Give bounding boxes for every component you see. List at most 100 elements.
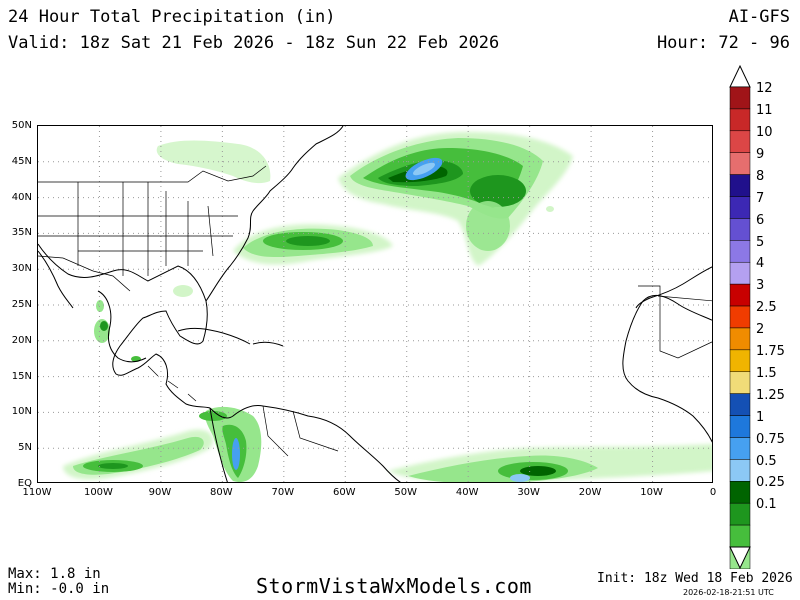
precip-area-costa-rica [199,411,227,421]
latitude-label: EQ [17,478,32,489]
precip-area-mexico-c [96,300,104,312]
precip-area-east-lobe [470,175,526,207]
border-central-america [147,365,197,402]
colorbar-swatch [729,349,751,373]
colorbar-swatch [729,130,751,153]
longitude-label: 100W [83,487,113,498]
colorbar-swatch [729,481,751,504]
longitude-label: 60W [332,487,356,498]
precip-area-florida [173,285,193,297]
colorbar-swatch [729,283,751,307]
coast-gulf-mexico [97,290,147,363]
border-africa-a [638,285,712,359]
latitude-label: 10N [11,406,32,418]
border-us-mexico [38,255,131,292]
border-africa-b [657,295,712,302]
colorbar-swatch [729,152,751,175]
border-us-states-a [77,182,214,276]
precip-max-atlantic-itcz [510,474,530,482]
colorbar-label: 5 [756,234,765,250]
colorbar-swatch [729,393,751,416]
latitude-label: 15N [11,370,32,382]
colorbar-swatch [729,305,751,329]
latitude-label: 30N [11,263,32,275]
colorbar-swatch [729,327,751,351]
colorbar-swatch [729,174,751,197]
colorbar-label: 1.5 [756,365,777,381]
precip-area-bermuda [546,206,554,212]
colorbar-swatch [729,459,751,482]
colorbar-swatch [729,108,751,132]
colorbar-label: 0.1 [756,497,777,513]
precip-area-atlantic-itcz-core [520,466,556,476]
colorbar-swatch [729,261,751,285]
latitude-label: 35N [11,227,32,239]
colorbar-swatch [729,196,751,219]
coast-south-america-west [209,407,228,482]
precip-max-colombia [232,438,240,470]
latitude-label: 20N [11,334,32,346]
longitude-label: 50W [394,487,418,498]
latitude-label: 25N [11,299,32,310]
precip-area-atlantic-patch [466,201,510,251]
coast-northwest-africa [635,266,712,309]
valid-period: Valid: 18z Sat 21 Feb 2026 - 18z Sun 22 … [8,33,500,53]
longitude-label: 10W [640,487,663,498]
latitude-label: 45N [11,155,32,167]
coast-cuba [177,327,251,345]
colorbar-label: 9 [756,146,765,162]
colorbar-label: 3 [756,278,765,294]
init-time: Init: 18z Wed 18 Feb 2026 [597,571,793,586]
colorbar-swatch [729,371,751,394]
precip-max-north-atlantic-inner [412,162,436,176]
coast-hispaniola [252,341,284,347]
political-borders [38,165,712,457]
coast-africa [622,294,712,443]
colorbar-label: 10 [756,125,773,140]
coast-north-america [38,243,211,409]
longitude-label: 110W [22,487,52,498]
colorbar-swatch [729,86,751,110]
colorbar-label: 1.75 [756,344,785,360]
coastlines [38,126,712,482]
latitude-label: 5N [18,442,32,454]
colorbar-label: 8 [756,168,765,184]
model-name: AI-GFS [728,7,790,27]
colorbar-swatch [729,240,751,263]
precip-area-pacific-itcz-core [98,463,128,469]
border-us-states-b [38,215,238,252]
colorbar-label: 1 [756,409,765,425]
colorbar-label: 7 [756,190,765,206]
coast-east-us [205,126,344,302]
colorbar-bottom-arrow [729,546,751,569]
colorbar-swatch [729,437,751,460]
map-canvas [38,126,712,482]
precipitation-colorbar [729,65,751,569]
colorbar-label: 11 [756,103,773,119]
colorbar-label: 4 [756,256,765,272]
longitude-label: 40W [455,487,479,498]
colorbar-label: 0.75 [756,431,785,447]
map-title: 24 Hour Total Precipitation (in) [8,7,336,27]
coast-south-america [209,405,401,482]
latitude-label: 50N [11,120,32,131]
min-value: Min: -0.0 in [8,581,110,597]
longitude-label: 30W [517,487,540,498]
colorbar-label: 1.25 [756,387,785,403]
colorbar-swatch [729,524,751,548]
precipitation-field [63,131,712,482]
longitude-label: 20W [578,487,602,498]
longitude-label: 90W [148,487,172,498]
colorbar-swatch [729,502,751,526]
border-south-america [262,405,339,457]
precip-area-east-coast-core [286,236,330,246]
latitude-label: 40N [11,191,32,203]
colorbar-label: 0.25 [756,475,785,491]
coast-baja [38,250,74,309]
colorbar-label: 12 [756,81,773,97]
colorbar-top-arrow [729,65,751,88]
longitude-label: 70W [271,487,295,498]
precip-area-mexico-b [100,321,108,331]
colorbar-label: 2.5 [756,300,777,316]
colorbar-swatch [729,415,751,438]
